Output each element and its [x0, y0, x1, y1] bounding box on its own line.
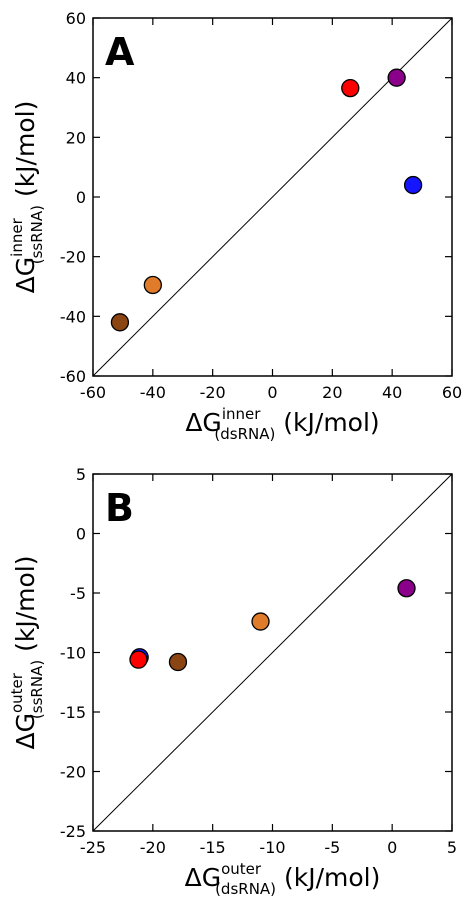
x-tick-label: -10: [259, 838, 285, 857]
y-tick-label: -20: [60, 763, 86, 782]
data-point: [129, 650, 148, 669]
y-axis-label: ΔGinner (ssRNA) (kJ/mol): [8, 101, 46, 294]
y-tick-label: -20: [60, 248, 86, 267]
x-axis-label: ΔGinner (dsRNA) (kJ/mol): [185, 405, 379, 443]
data-point: [251, 612, 270, 631]
y-tick-label: -10: [60, 644, 86, 663]
data-point: [168, 652, 188, 672]
x-tick-label: 20: [322, 383, 342, 402]
x-tick-label: 40: [382, 383, 402, 402]
x-tick-label: -20: [140, 838, 166, 857]
x-tick-label: -60: [80, 383, 106, 402]
x-tick-label: -40: [140, 383, 166, 402]
data-point: [110, 313, 130, 332]
x-axis-label: ΔGouter (dsRNA) (kJ/mol): [185, 860, 381, 898]
y-tick-label: 0: [76, 188, 86, 207]
data-point: [397, 579, 416, 598]
y-axis-label: ΔGouter (ssRNA) (kJ/mol): [8, 555, 46, 749]
y-tick-label: -5: [70, 584, 86, 603]
data-point: [341, 78, 360, 98]
y-tick-label: 0: [76, 525, 86, 544]
data-point: [143, 275, 162, 295]
panel-label: A: [105, 30, 135, 74]
x-tick-label: 0: [387, 838, 397, 857]
x-tick-label: -5: [324, 838, 340, 857]
data-point: [387, 68, 406, 87]
data-point: [403, 175, 423, 195]
y-tick-label: -15: [60, 703, 86, 722]
chart-panel-b: -25 -20 -15 -10 -5 0 5-25-20-15-10-505BΔGouter…: [8, 465, 457, 898]
x-tick-label: -20: [200, 383, 226, 402]
chart-panel-a: -60 -40 -20 0 20 40 60 -60 -40 -20 0 20 40 60 A ΔGinner…: [8, 9, 462, 443]
y-tick-label: -40: [60, 307, 86, 326]
y-tick-label: 60: [66, 9, 86, 28]
y-tick-label: 5: [76, 465, 86, 484]
x-tick-label: -15: [200, 838, 226, 857]
y-tick-label: 40: [66, 69, 86, 88]
x-tick-label: -25: [80, 838, 106, 857]
identity-line: [92, 473, 453, 832]
y-tick-label: -60: [60, 367, 86, 386]
panel-label: B: [105, 486, 134, 530]
x-tick-label: 60: [442, 383, 462, 402]
x-tick-label: 5: [447, 838, 457, 857]
y-tick-label: -25: [60, 822, 86, 841]
y-tick-label: 20: [66, 128, 86, 147]
x-tick-label: 0: [267, 383, 277, 402]
